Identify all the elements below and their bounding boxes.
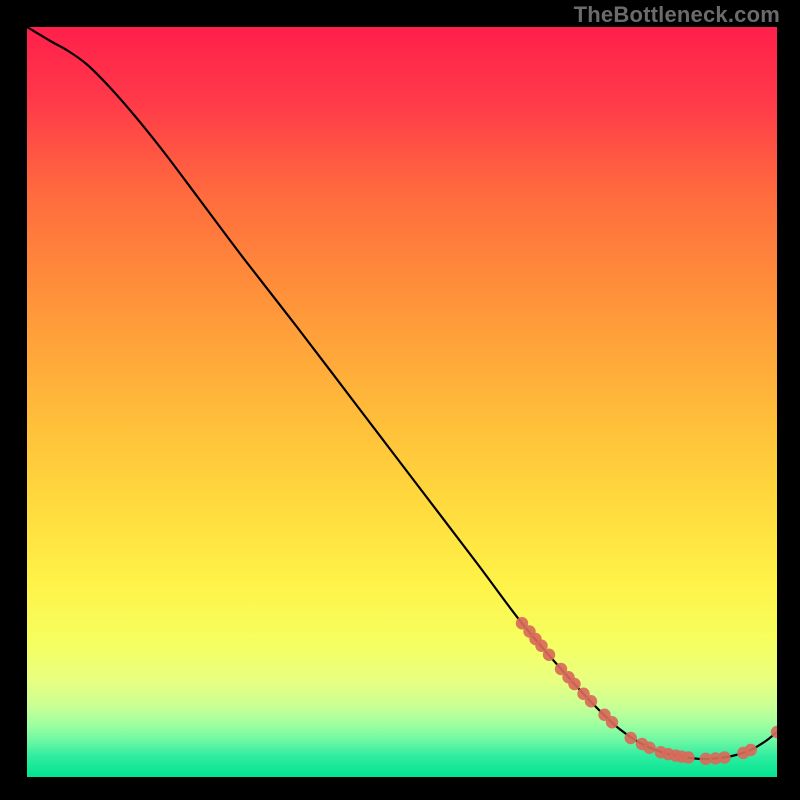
marker-point — [718, 751, 730, 763]
marker-point — [543, 649, 555, 661]
chart-frame: TheBottleneck.com — [0, 0, 800, 800]
marker-point — [682, 751, 694, 763]
marker-point — [585, 695, 597, 707]
watermark-text: TheBottleneck.com — [574, 2, 780, 28]
plot-area — [27, 27, 777, 777]
marker-point — [606, 716, 618, 728]
marker-point — [568, 678, 580, 690]
marker-point — [643, 742, 655, 754]
plot-background — [27, 27, 777, 777]
marker-point — [745, 744, 757, 756]
chart-svg — [27, 27, 777, 777]
marker-point — [625, 732, 637, 744]
